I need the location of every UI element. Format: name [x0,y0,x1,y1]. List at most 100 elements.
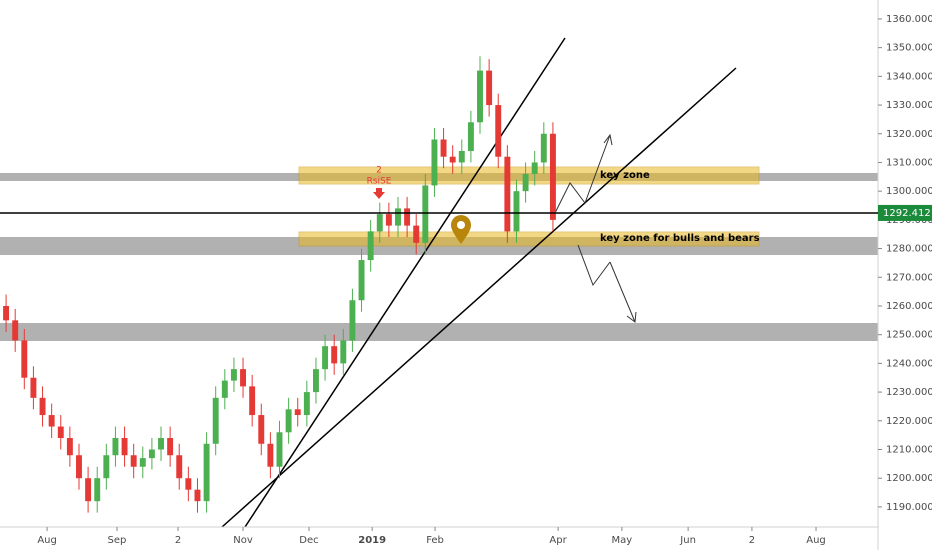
candle-body [249,386,256,416]
candle-body [267,443,274,467]
candle-body [39,397,46,416]
candle-body [85,478,92,502]
trend-line [221,67,737,528]
candle-body [158,438,164,450]
x-tick-label: Dec [299,535,318,546]
candle-body [331,346,338,364]
y-tick-label: 1250.000 [886,330,932,341]
y-tick-label: 1280.000 [886,244,932,255]
candle-body [531,162,538,174]
arrow-head [603,133,613,146]
candle-body [486,70,493,106]
candle-body [540,133,547,163]
x-tick-label: Aug [37,535,57,546]
arrow-head [626,311,637,323]
y-tick-label: 1260.000 [886,301,932,312]
candle-body [285,409,292,433]
candle-body [513,191,520,232]
last-price-label: 1292.412 [883,208,931,219]
y-tick-label: 1230.000 [886,387,932,398]
plot-area [3,56,556,513]
candle-body [440,139,447,157]
y-tick-label: 1300.000 [886,186,932,197]
candle-body [413,225,420,243]
y-tick-label: 1340.000 [886,71,932,82]
drawings [0,37,878,528]
candle-body [276,432,283,467]
y-tick-label: 1220.000 [886,416,932,427]
candle-body [367,231,374,261]
y-tick-label: 1210.000 [886,445,932,456]
arrow-path [577,244,611,287]
y-tick-label: 1360.000 [886,14,932,25]
candle-body [103,455,110,479]
candle-body [30,377,37,398]
candle-body [504,156,511,232]
annotation: key zone for bulls and bears [600,233,760,244]
candle-body [449,156,456,163]
y-tick-label: 1270.000 [886,272,932,283]
x-tick-label: 2 [175,535,181,546]
candle-body [458,150,465,163]
candle-body [66,438,73,456]
candle-body [176,455,183,479]
x-tick-label: Apr [549,535,567,546]
candle-body [340,340,347,364]
candle-body [48,415,55,427]
candle-body [422,185,429,243]
x-tick-label: Aug [806,535,826,546]
candle-body [404,208,411,226]
candle-body [385,214,392,226]
candle-body [221,380,228,398]
candle-body [522,173,529,192]
key-zone-box [298,166,760,185]
annotation: RsiSE [367,177,392,187]
candle-body [322,346,329,370]
candle-body [3,305,10,321]
candle-body [76,455,82,479]
candle-body [467,122,474,151]
annotation: key zone [600,170,650,181]
y-tick-label: 1320.000 [886,129,932,140]
candle-body [57,426,64,439]
candle-body [495,105,502,157]
candle-body [477,70,483,123]
candle-body [549,133,556,220]
candle-body [203,443,210,502]
candle-body [230,369,237,381]
candle-body [12,320,19,341]
candle-body [303,392,310,416]
last-price-box [878,204,932,221]
candle-body [21,340,28,378]
y-tick-label: 1350.000 [886,43,932,54]
y-tick-label: 1200.000 [886,473,932,484]
location-pin-hole [457,221,465,229]
candle-body [294,409,301,416]
x-tick-label: Sep [108,535,127,546]
candle-body [376,214,383,232]
x-tick-label: 2019 [358,535,386,546]
y-tick-label: 1310.000 [886,157,932,168]
candle-body [130,455,137,467]
y-tick-label: 1240.000 [886,358,932,369]
candle-body [121,438,128,456]
candle-body [349,300,356,341]
candle-body [194,489,201,502]
x-tick-label: Jun [679,535,696,546]
candle-body [258,415,265,444]
candle-body [212,397,219,444]
candle-body [167,438,174,456]
candle-body [112,438,119,456]
y-tick-label: 1330.000 [886,100,932,111]
candle-body [395,208,401,226]
zone-band [0,323,878,341]
trend-line [244,37,566,528]
arrow-path [609,261,636,323]
candle-body [431,139,438,186]
x-tick-label: May [612,535,633,546]
candle-body [312,369,319,393]
x-tick-label: Feb [426,535,444,546]
candle-body [148,449,155,459]
